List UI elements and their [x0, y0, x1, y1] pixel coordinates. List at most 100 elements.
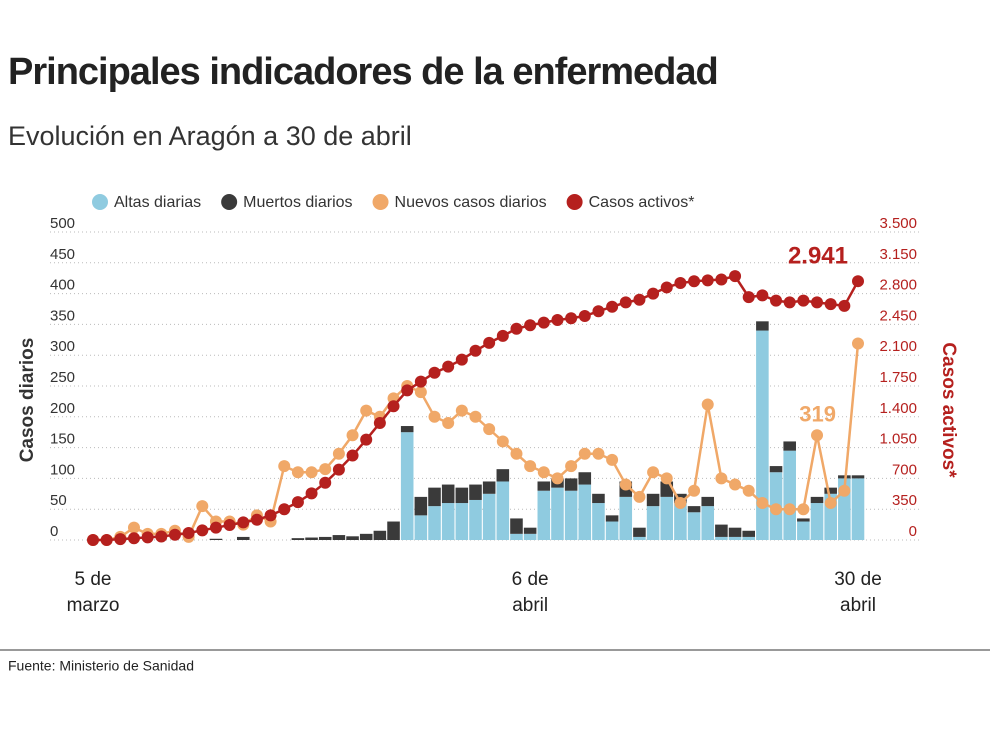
- marker: [742, 484, 755, 497]
- marker: [633, 293, 646, 306]
- marker: [674, 277, 687, 290]
- bar: [838, 475, 851, 479]
- y-tick-label: 100: [50, 461, 75, 478]
- bar: [851, 475, 865, 479]
- legend-swatch: [372, 194, 389, 210]
- bar: [810, 503, 824, 540]
- y2-tick-label: 1.400: [879, 400, 917, 417]
- marker: [606, 453, 619, 466]
- bar: [359, 533, 373, 540]
- bar: [742, 530, 755, 537]
- y2-tick-label: 2.800: [879, 277, 917, 294]
- bar: [318, 536, 332, 540]
- y-tick-label: 50: [50, 492, 67, 509]
- bar: [783, 450, 796, 540]
- marker: [305, 487, 318, 500]
- bar: [400, 432, 414, 540]
- bar: [578, 484, 592, 540]
- marker: [797, 294, 810, 307]
- bar: [291, 538, 305, 540]
- marker: [729, 478, 742, 491]
- marker: [237, 516, 250, 529]
- y2-tick-label: 2.100: [879, 338, 917, 355]
- marker: [647, 466, 660, 479]
- bar: [715, 524, 728, 537]
- marker: [756, 289, 769, 302]
- y2-axis-label: Casos activos*: [938, 342, 959, 478]
- marker: [619, 478, 632, 491]
- marker: [660, 472, 673, 485]
- marker: [100, 534, 113, 546]
- bar: [523, 527, 537, 534]
- bar: [236, 536, 250, 540]
- bar: [373, 530, 387, 540]
- bar: [564, 478, 578, 491]
- marker: [578, 310, 591, 323]
- marker: [387, 400, 400, 413]
- marker: [141, 531, 154, 544]
- chart-title: Principales indicadores de la enfermedad: [8, 51, 718, 93]
- marker: [729, 270, 742, 283]
- marker: [455, 404, 468, 417]
- bar: [305, 537, 318, 540]
- bar: [728, 536, 742, 540]
- marker: [797, 503, 810, 516]
- bar: [797, 521, 810, 540]
- bar: [742, 536, 755, 540]
- bar: [482, 481, 496, 494]
- bar: [578, 472, 592, 485]
- bar: [496, 469, 510, 482]
- marker: [196, 500, 209, 513]
- marker: [688, 275, 701, 288]
- bar: [851, 478, 865, 540]
- bar: [523, 533, 537, 540]
- marker: [168, 528, 181, 541]
- legend-label: Altas diarias: [114, 194, 201, 211]
- marker: [209, 521, 222, 534]
- x-tick-label-line: abril: [512, 595, 548, 616]
- bar: [346, 536, 359, 540]
- data-label: 2.941: [788, 243, 848, 270]
- source: Fuente: Ministerio de Sanidad: [8, 658, 194, 674]
- marker: [674, 497, 687, 510]
- marker: [278, 460, 291, 473]
- marker: [483, 423, 496, 436]
- marker: [114, 533, 127, 546]
- y-tick-label: 150: [50, 431, 75, 448]
- marker: [524, 460, 537, 473]
- bar: [646, 493, 660, 507]
- marker: [319, 476, 332, 489]
- bar: [701, 506, 715, 540]
- marker: [783, 503, 796, 516]
- bar: [687, 512, 701, 540]
- bar: [810, 496, 824, 504]
- marker: [551, 314, 564, 326]
- x-tick-label: 30 de abril: [834, 569, 882, 616]
- marker: [701, 274, 714, 287]
- marker: [510, 447, 523, 460]
- marker: [291, 466, 304, 479]
- bar: [332, 535, 346, 540]
- x-tick-label: 5 de marzo: [67, 569, 120, 616]
- legend-label: Muertos diarios: [243, 194, 352, 211]
- marker: [660, 281, 673, 294]
- marker: [428, 410, 441, 423]
- y-tick-label: 450: [50, 246, 75, 263]
- marker: [373, 416, 386, 429]
- marker: [346, 429, 359, 442]
- y2-tick-label: 1.750: [879, 369, 917, 386]
- marker: [346, 449, 359, 462]
- marker: [742, 291, 755, 304]
- bar: [687, 506, 701, 513]
- bar: [660, 496, 674, 540]
- marker: [647, 287, 660, 300]
- x-tick-label-line: 5 de: [75, 569, 112, 590]
- marker: [811, 296, 824, 309]
- bar: [441, 503, 455, 540]
- marker: [578, 447, 591, 460]
- marker: [401, 384, 414, 397]
- bar: [414, 515, 428, 540]
- marker: [332, 463, 345, 476]
- bar: [428, 487, 441, 507]
- marker: [127, 532, 140, 545]
